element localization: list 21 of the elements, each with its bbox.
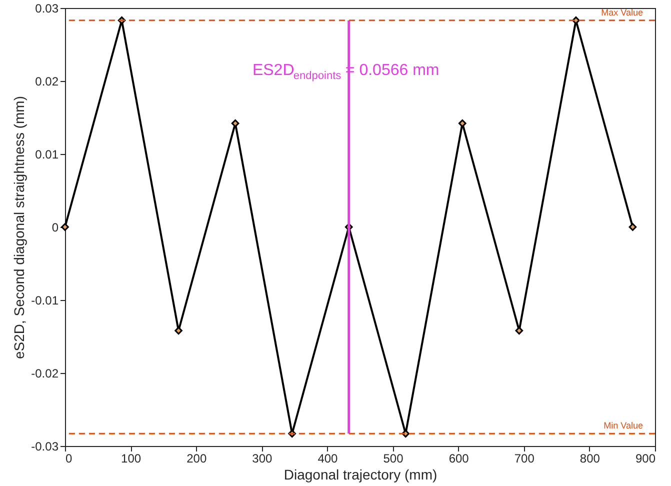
ref-line-label: Max Value (601, 7, 643, 18)
y-tick-label: -0.03 (31, 440, 59, 454)
x-tick-label: 900 (635, 452, 656, 466)
x-tick-label: 0 (66, 452, 72, 466)
x-tick-label: 100 (121, 452, 142, 466)
y-tick-label: -0.02 (31, 366, 59, 380)
y-tick-label: -0.01 (31, 294, 59, 308)
x-tick-label: 500 (383, 452, 404, 466)
y-axis-title: eS2D, Second diagonal straightness (mm) (11, 96, 28, 360)
x-tick-label: 800 (580, 452, 600, 466)
x-tick-label: 600 (448, 452, 470, 466)
x-axis-title: Diagonal trajectory (mm) (284, 466, 438, 482)
ref-line-label: Min Value (604, 420, 643, 431)
x-tick-label: 300 (252, 452, 272, 466)
x-tick-label: 400 (318, 452, 338, 466)
y-tick-label: 0.01 (35, 148, 59, 162)
y-tick-label: 0 (52, 220, 59, 234)
x-tick-label: 200 (186, 452, 207, 466)
y-tick-label: 0.02 (35, 74, 59, 88)
y-tick-label: 0.03 (35, 2, 59, 16)
x-tick-label: 700 (514, 452, 535, 466)
